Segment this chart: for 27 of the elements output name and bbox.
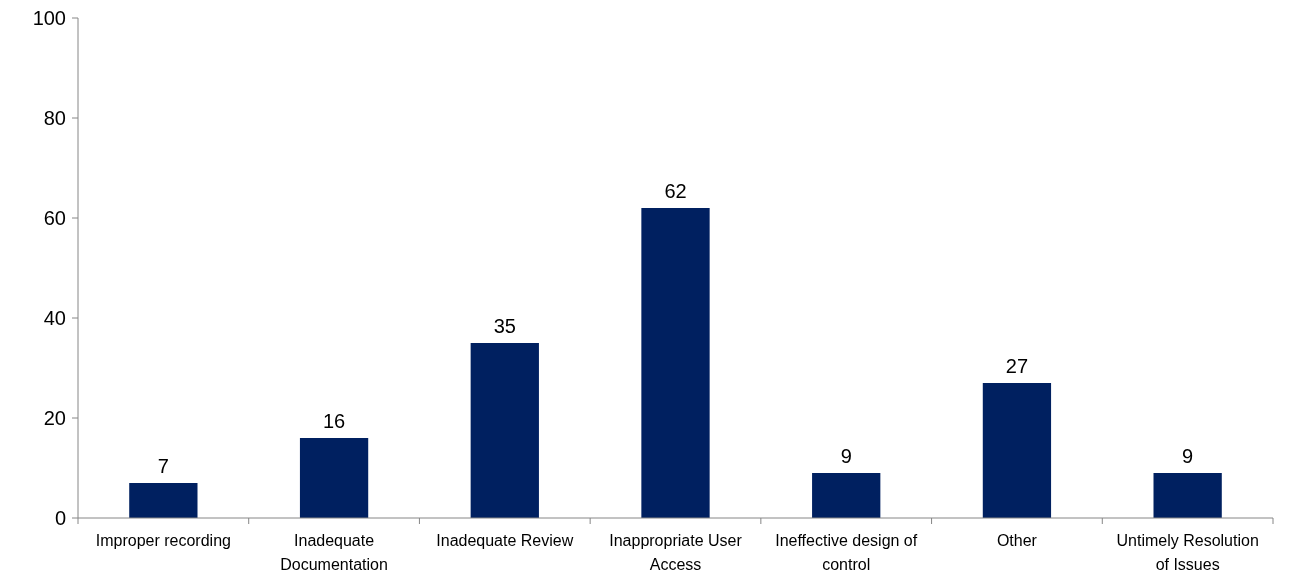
bar	[1153, 473, 1222, 518]
data-label: 62	[664, 180, 687, 202]
bar	[812, 473, 881, 518]
x-tick-label: Improper recording	[95, 532, 231, 549]
y-tick-label: 40	[43, 307, 66, 329]
bar	[641, 208, 710, 518]
x-tick-label: Inadequate Documentation	[280, 532, 388, 573]
y-tick-label: 80	[43, 107, 66, 129]
data-label: 7	[157, 455, 169, 477]
bar	[299, 438, 369, 518]
data-label: 16	[322, 410, 346, 432]
x-tick-label: Other	[996, 532, 1038, 549]
data-label: 9	[840, 445, 852, 467]
bar	[982, 383, 1052, 518]
bar	[129, 483, 198, 518]
data-label: 35	[493, 315, 516, 337]
x-tick-label: Ineffective design of control	[775, 532, 918, 573]
y-tick-label: 0	[54, 507, 66, 529]
data-label: 9	[1182, 445, 1194, 467]
x-tick-label: Inadequate Review	[436, 532, 574, 549]
bar	[470, 343, 539, 518]
x-tick-label: Untimely Resolution of Issues	[1116, 532, 1259, 573]
x-tick-label: Inappropriate User Access	[609, 532, 743, 573]
data-label: 27	[1005, 355, 1029, 377]
y-tick-label: 20	[43, 407, 66, 429]
y-tick-label: 60	[43, 207, 66, 229]
y-tick-label: 100	[32, 7, 66, 29]
